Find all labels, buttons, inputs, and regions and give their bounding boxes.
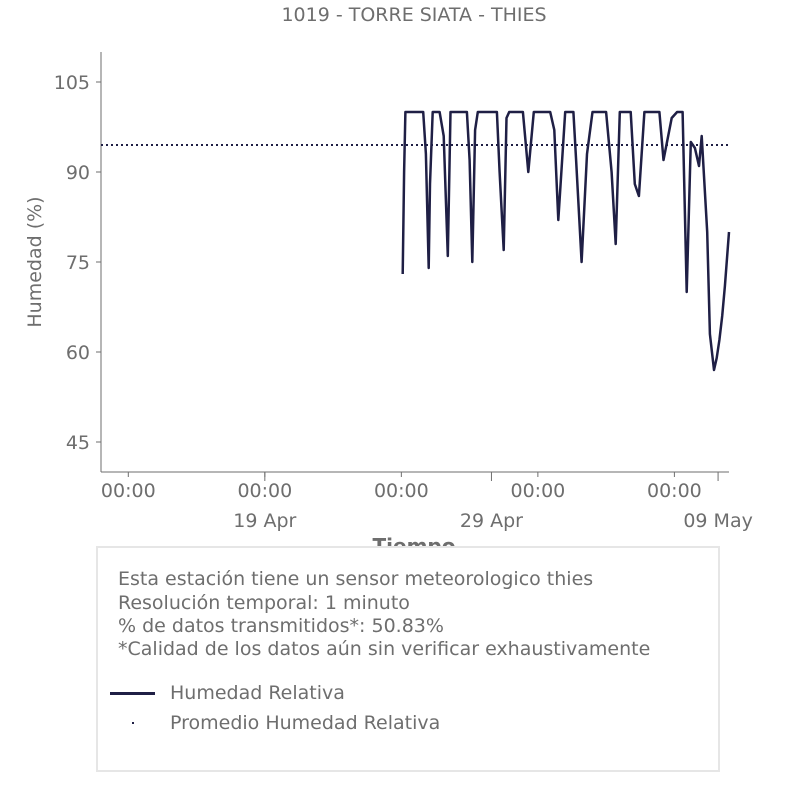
y-tick-label: 45 [66, 432, 90, 454]
y-tick-label: 90 [66, 162, 90, 184]
info-line-resolution: Resolución temporal: 1 minuto [118, 592, 410, 614]
legend-item-humedad: Humedad Relativa [110, 681, 345, 705]
x-minor-tick-label: 00:00 [647, 480, 702, 502]
chart-title: 1019 - TORRE SIATA - THIES [281, 4, 546, 26]
legend-item-promedio: Promedio Humedad Relativa [110, 711, 440, 735]
humidity-series-line [401, 110, 731, 372]
info-line-transmitted: % de datos transmitidos*: 50.83% [118, 615, 444, 637]
legend-label-humedad: Humedad Relativa [170, 682, 345, 704]
y-tick-label: 60 [66, 342, 90, 364]
x-minor-tick-label: 00:00 [510, 480, 565, 502]
x-major-tick-label: 09 May [683, 510, 753, 532]
info-box: Esta estación tiene un sensor meteorolog… [96, 546, 720, 772]
x-minor-tick-label: 00:00 [237, 480, 292, 502]
x-major-tick-label: 19 Apr [233, 510, 296, 532]
legend-dot-swatch [110, 722, 155, 724]
y-tick-label: 75 [66, 252, 90, 274]
legend-label-promedio: Promedio Humedad Relativa [170, 712, 441, 734]
info-line-sensor: Esta estación tiene un sensor meteorolog… [118, 568, 594, 590]
x-minor-tick-label: 00:00 [101, 480, 156, 502]
info-line-quality: *Calidad de los datos aún sin verificar … [118, 638, 651, 660]
x-minor-tick-label: 00:00 [374, 480, 429, 502]
x-major-tick-label: 29 Apr [460, 510, 523, 532]
axes: 45 60 75 90 105 00:00 00:00 00:00 00:00 00:00 19 A… [54, 52, 753, 532]
y-axis-label: Humedad (%) [24, 196, 46, 327]
legend-line-swatch [110, 691, 155, 695]
series-layer [401, 110, 731, 372]
y-tick-label: 105 [54, 72, 90, 94]
